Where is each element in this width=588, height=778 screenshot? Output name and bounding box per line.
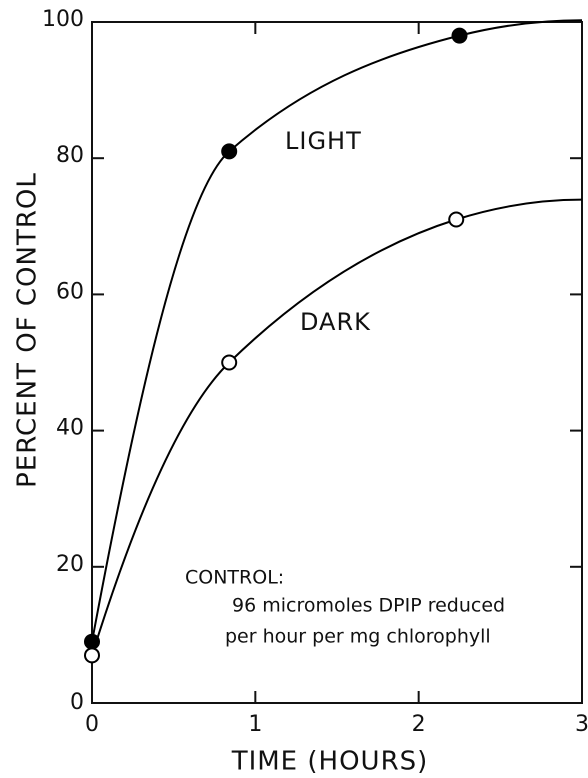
x-tick-label: 1 — [248, 712, 262, 737]
y-axis-label: PERCENT OF CONTROL — [13, 172, 43, 488]
annotation: CONTROL: — [185, 567, 284, 589]
y-tick-label: 100 — [42, 7, 84, 32]
data-point — [84, 647, 100, 664]
annotation: per hour per mg chlorophyll — [225, 626, 491, 648]
data-point — [451, 27, 468, 44]
y-tick-label: 20 — [56, 552, 84, 577]
y-tick-label: 40 — [56, 416, 84, 441]
data-point — [221, 354, 238, 371]
plot-frame — [91, 21, 583, 704]
annotation: 96 micromoles DPIP reduced — [232, 595, 505, 617]
series-line — [91, 19, 583, 642]
x-tick-label: 0 — [85, 712, 99, 737]
data-point — [221, 143, 238, 160]
series-label: DARK — [300, 308, 371, 336]
y-tick-label: 80 — [56, 143, 84, 168]
series-label: LIGHT — [285, 127, 362, 155]
data-point — [448, 211, 465, 228]
series-line — [91, 198, 583, 656]
y-tick-label: 0 — [70, 690, 84, 715]
x-tick-label: 3 — [575, 712, 588, 737]
x-axis-label: TIME (HOURS) — [231, 747, 429, 777]
x-tick-label: 2 — [412, 712, 426, 737]
y-tick-label: 60 — [56, 279, 84, 304]
